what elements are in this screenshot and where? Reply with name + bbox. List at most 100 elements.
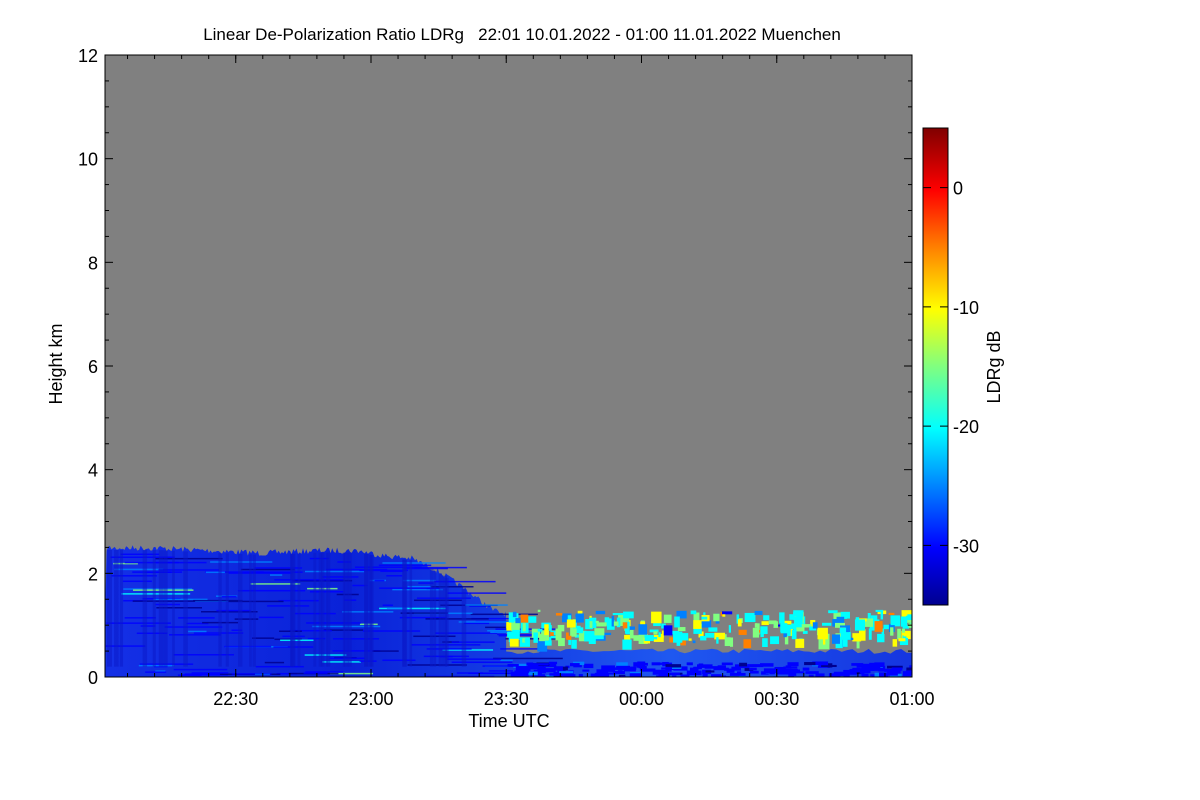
cloud-streak (386, 607, 408, 609)
surface-layer-cell (887, 671, 898, 676)
surface-layer-cell (616, 665, 630, 669)
thin-layer-cell (575, 614, 583, 617)
thin-layer-cell (794, 616, 803, 629)
fall-streak (343, 552, 349, 667)
thin-layer-cell (595, 610, 606, 615)
thin-layer-cell (566, 635, 572, 640)
fall-streak (163, 550, 168, 667)
thin-layer-cell (901, 628, 905, 633)
thin-layer-cell (658, 633, 664, 638)
surface-layer-cell (717, 665, 726, 669)
thin-layer-cell (596, 622, 607, 627)
thin-layer-cell (713, 613, 720, 622)
surface-layer-cell (553, 675, 563, 677)
cloud-streak (382, 562, 446, 564)
data-layer (105, 545, 912, 677)
thin-layer-cell (897, 628, 901, 640)
cloud-streak (451, 661, 513, 664)
surface-layer-cell (781, 669, 793, 674)
thin-layer-cell (537, 629, 543, 632)
thin-cloud-layer (506, 609, 912, 652)
surface-layer-cell (906, 667, 912, 671)
thin-layer-cell (796, 615, 803, 621)
thin-layer-cell (716, 637, 719, 644)
thin-layer-cell (856, 640, 860, 649)
cloud-streak (193, 599, 243, 602)
cloud-streak (173, 654, 234, 656)
cloud-streak (447, 658, 502, 660)
surface-layer-cell (804, 662, 816, 666)
surface-layer-cell (561, 674, 576, 677)
surface-layer-cell (790, 668, 798, 673)
cloud-streak (380, 570, 404, 573)
surface-layer-cell (665, 664, 682, 668)
cloud-streak (500, 659, 513, 662)
thin-layer-cell (839, 625, 848, 628)
thin-layer-cell (561, 613, 572, 623)
thin-layer-cell (791, 629, 797, 640)
surface-layer-cell (787, 662, 799, 667)
thin-layer-cell (708, 627, 718, 632)
y-tick-label: 10 (78, 150, 98, 170)
surface-layer-cell (887, 665, 903, 669)
surface-layer-cell (882, 668, 889, 672)
fall-streak (218, 553, 222, 667)
cloud-streak (169, 634, 221, 636)
surface-layer-cell (616, 662, 628, 668)
thin-layer-cell (612, 613, 624, 616)
fall-streak (347, 552, 352, 667)
cloud-streak (114, 568, 164, 571)
thin-layer-cell (594, 628, 605, 636)
surface-layer-cell (607, 672, 616, 675)
surface-layer-cell (855, 668, 863, 673)
x-axis: 22:30 23:00 23:30 00:00 00:30 01:00 (127, 55, 935, 709)
thin-layer-cell (793, 612, 804, 617)
surface-layer-cell (559, 671, 574, 674)
cloud-streak (123, 588, 193, 590)
cloud-streak (456, 672, 483, 674)
thin-layer-cell (669, 637, 676, 643)
fall-streak (409, 560, 413, 667)
cloud-streak (332, 650, 381, 652)
thin-layer-cell (640, 621, 646, 626)
thin-layer-cell (855, 617, 860, 626)
cloud-streak (280, 639, 314, 642)
thin-layer-cell (743, 639, 752, 649)
thin-layer-cell (752, 627, 760, 638)
thin-layer-cell (822, 622, 832, 626)
surface-layer-cell (533, 669, 546, 674)
fall-streak (461, 588, 467, 667)
surface-layer-cell (633, 662, 638, 667)
surface-layer-cell (721, 662, 733, 666)
cloud-streak (267, 605, 310, 607)
surface-layer-cell (738, 674, 746, 677)
thin-layer-cell (649, 629, 659, 633)
surface-layer-cell (656, 675, 666, 677)
x-tick-label: 23:30 (484, 689, 529, 709)
fall-streak (429, 569, 434, 667)
cloud-streak (155, 557, 223, 560)
surface-layer-cell (639, 666, 647, 671)
cloud-streak (264, 661, 285, 664)
thin-layer-cell (843, 637, 848, 647)
fall-streak (172, 550, 175, 667)
surface-layer-cell (906, 672, 912, 675)
thin-layer-cell (537, 640, 548, 652)
thin-layer-cell (773, 621, 779, 628)
fall-streak (114, 550, 119, 667)
surface-layer-cell (711, 674, 722, 677)
surface-layer-cell (526, 662, 534, 666)
fall-streak (119, 550, 124, 667)
surface-layer-cell (515, 666, 531, 672)
thin-layer-cell (616, 617, 621, 628)
surface-layer-cell (578, 674, 583, 677)
cloud-streak (414, 566, 467, 569)
thin-layer-cell (729, 637, 734, 647)
thin-layer-cell (524, 639, 528, 642)
thin-layer-cell (754, 630, 764, 633)
surface-layer-cell (651, 662, 661, 666)
thin-layer-cell (688, 638, 692, 641)
thin-layer-cell (770, 636, 780, 645)
thin-layer-cell (571, 639, 577, 649)
cloud-streak (418, 582, 434, 584)
